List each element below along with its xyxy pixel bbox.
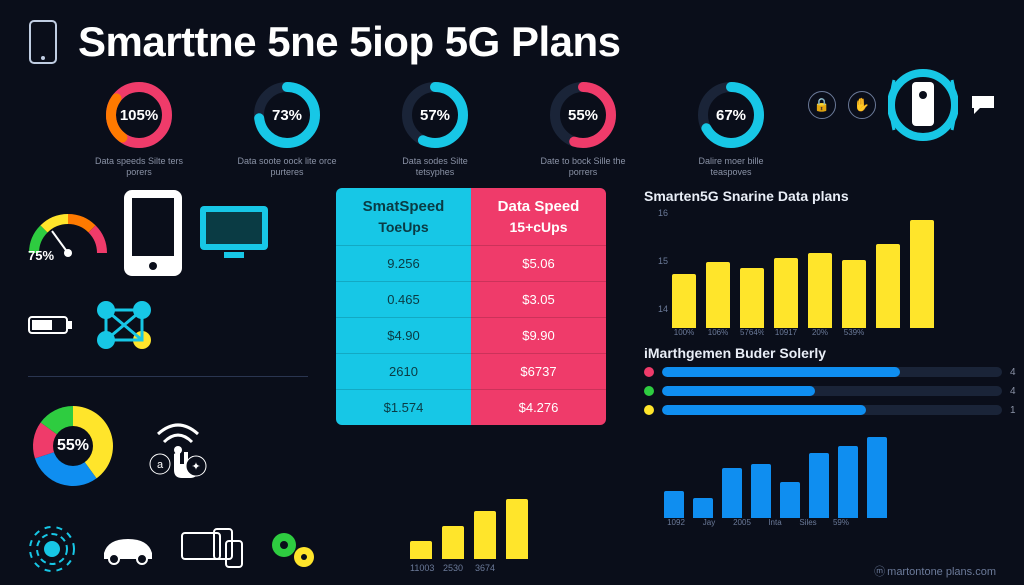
car-icon [98,531,158,567]
donut-3: 55% Date to bock Sille the porrers [528,80,638,178]
bar-chart-title: Smarten5G Snarine Data plans [644,188,1024,204]
hand-icon: ✋ [848,91,876,119]
bar-chart: 161514 [644,208,1024,328]
mini-bar-block: 1100325303674 [410,499,528,573]
hbar-chart: 4 4 1 [644,367,1024,416]
left-icon-column: 75% 55% [28,188,308,527]
phone-signal-icon [888,60,958,150]
battery-icon [28,313,74,337]
hbar-title: iMarthgemen Buder Solerly [644,345,1024,361]
footer-credit: martontone plans.com [874,563,996,579]
gauge-meter: 75% [28,207,108,259]
radar-icon [28,525,76,573]
network-icon [92,298,156,352]
touch-signal-icon: a ✦ [138,406,218,486]
phone-outline-icon [28,19,58,65]
pie-chart: 55% [28,401,118,491]
bottom-icon-row [28,525,322,573]
donut-2: 57% Data sodes Silte tetsyphes [380,80,490,178]
page-title: Smarttne 5ne 5iop 5G Plans [78,18,621,66]
lock-icon: 🔒 [808,91,836,119]
svg-text:a: a [157,459,164,471]
monitor-icon [198,204,270,262]
gears-icon [266,527,322,571]
top-icon-cluster: 🔒 ✋ [808,60,996,150]
devices-icon [180,527,244,571]
compare-left: SmatSpeed ToeUps9.2560.465$4.902610$1.57… [336,188,471,425]
donut-0: 105% Data speeds Silte ters porers [84,80,194,178]
svg-text:✦: ✦ [191,461,200,473]
speech-icon [970,94,996,116]
phone-filled-icon [122,188,184,278]
comparison-table: SmatSpeed ToeUps9.2560.465$4.902610$1.57… [326,188,626,527]
compare-right: Data Speed 15+cUps$5.06$3.05$9.90$6737$4… [471,188,606,425]
donut-4: 67% Dalire moer bille teaspoves [676,80,786,178]
donut-1: 73% Data soote oock lite orce purteres [232,80,342,178]
